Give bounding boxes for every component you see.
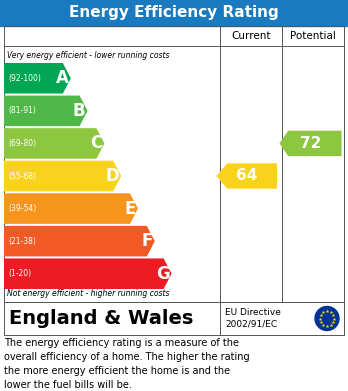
Text: F: F [141,232,153,250]
Text: (55-68): (55-68) [8,172,36,181]
Polygon shape [4,161,121,191]
Text: C: C [90,135,102,152]
Text: Current: Current [231,31,271,41]
Text: Energy Efficiency Rating: Energy Efficiency Rating [69,5,279,20]
Text: (39-54): (39-54) [8,204,36,213]
Text: (69-80): (69-80) [8,139,36,148]
Text: Not energy efficient - higher running costs: Not energy efficient - higher running co… [7,289,169,298]
Text: D: D [105,167,119,185]
Text: B: B [73,102,86,120]
Text: (81-91): (81-91) [8,106,36,115]
Polygon shape [4,193,138,224]
Text: (1-20): (1-20) [8,269,31,278]
Text: A: A [56,69,69,87]
Polygon shape [4,128,104,159]
Text: EU Directive
2002/91/EC: EU Directive 2002/91/EC [225,308,281,329]
Polygon shape [4,95,88,126]
Text: Very energy efficient - lower running costs: Very energy efficient - lower running co… [7,52,169,61]
Text: 64: 64 [236,169,258,183]
Polygon shape [216,163,277,189]
Text: England & Wales: England & Wales [9,309,193,328]
Text: (92-100): (92-100) [8,74,41,83]
Bar [4,302,344,335]
Circle shape [315,307,339,330]
Polygon shape [4,63,71,93]
Text: 72: 72 [300,136,321,151]
Bar [4,26,344,302]
Text: The energy efficiency rating is a measure of the
overall efficiency of a home. T: The energy efficiency rating is a measur… [4,338,250,390]
Bar [0,0,348,26]
Polygon shape [4,258,172,289]
Text: E: E [125,199,136,217]
Text: G: G [156,265,169,283]
Text: Potential: Potential [290,31,336,41]
Polygon shape [4,226,155,256]
Polygon shape [279,131,341,156]
Text: (21-38): (21-38) [8,237,36,246]
